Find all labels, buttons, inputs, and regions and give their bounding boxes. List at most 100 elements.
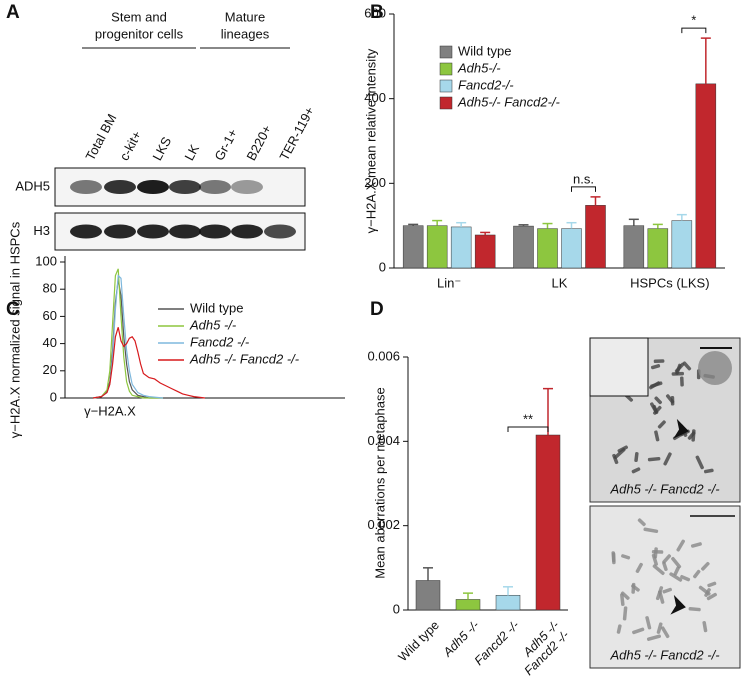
y-tick-label: 100 <box>35 253 57 268</box>
blot-band <box>199 224 231 239</box>
chromosome <box>657 420 666 429</box>
chromosome <box>650 364 661 370</box>
blot-band <box>137 224 169 239</box>
chromosome <box>613 448 626 460</box>
bar <box>647 228 669 269</box>
x-tick-label: HSPCs (LKS) <box>630 275 709 290</box>
group-header: progenitor cells <box>95 26 184 41</box>
chromosome <box>662 561 668 572</box>
error-bar <box>480 231 491 235</box>
error-bar <box>676 213 687 221</box>
inset <box>589 337 649 397</box>
legend-label: Adh5 -/- <box>189 317 237 332</box>
micrograph-caption: Adh5 -/- Fancd2 -/- <box>609 481 720 496</box>
bar <box>671 220 693 269</box>
chromosome <box>635 562 643 573</box>
chromosome <box>654 396 662 405</box>
chromosome <box>662 554 672 564</box>
blot-band <box>137 180 169 194</box>
lane-label: Gr-1+ <box>211 126 240 163</box>
blot-band <box>231 180 263 194</box>
lane-label: LK <box>181 142 202 163</box>
blot-band <box>169 180 201 194</box>
chromosome <box>675 363 682 375</box>
chromosome <box>653 405 662 415</box>
panel-label: D <box>370 299 384 320</box>
y-tick-label: 60 <box>43 308 57 323</box>
chromosome <box>656 622 663 634</box>
panel-label: C <box>6 299 20 320</box>
bar <box>561 228 582 269</box>
blot-band <box>199 180 231 194</box>
bar <box>535 434 561 611</box>
lane-label: TER-119+ <box>276 104 317 163</box>
significance-bracket <box>507 426 549 433</box>
blot-band <box>264 224 296 239</box>
chromosome <box>647 456 661 462</box>
chromosome <box>702 621 708 633</box>
bar <box>415 580 441 611</box>
chromosome <box>676 539 685 552</box>
significance-label: ** <box>523 411 533 426</box>
chromosome <box>691 429 696 442</box>
chromosome <box>652 564 665 576</box>
bar <box>402 225 424 269</box>
bar <box>585 205 606 269</box>
bar <box>426 225 448 269</box>
legend-label: Wild type <box>190 300 243 315</box>
lane-label: LKS <box>149 134 174 163</box>
chromosome <box>620 593 625 606</box>
chromosome <box>671 556 682 569</box>
nucleus <box>698 351 732 385</box>
error-bar <box>700 37 711 84</box>
chromosome <box>655 586 664 601</box>
y-tick-label: 400 <box>364 90 386 105</box>
bar <box>450 226 472 269</box>
chromosome <box>653 547 658 559</box>
error-bar <box>408 223 419 226</box>
row-label: H3 <box>33 223 50 238</box>
legend-swatch <box>439 79 453 93</box>
lane-label: B220+ <box>243 122 274 163</box>
group-header: Mature <box>225 9 265 24</box>
chromosome <box>650 381 663 388</box>
series-line <box>92 274 164 399</box>
group-header: lineages <box>221 26 270 41</box>
chromosome <box>690 542 702 548</box>
blot-band <box>231 224 263 239</box>
legend-label: Fancd2 -/- <box>190 334 250 349</box>
chromosome <box>616 624 622 634</box>
chromosome <box>707 581 717 588</box>
significance-label: n.s. <box>573 171 594 186</box>
bar <box>495 594 521 611</box>
y-tick-label: 0.006 <box>367 348 400 363</box>
chromosome <box>620 591 630 600</box>
caption-bg <box>592 646 738 666</box>
error-bar <box>652 223 663 229</box>
error-bar <box>628 218 639 226</box>
arrowhead <box>670 594 686 615</box>
lane-label: c-kit+ <box>116 128 144 163</box>
legend-swatch <box>439 96 453 110</box>
y-axis-title: γ−H2A.X mean relative intensity <box>363 48 378 233</box>
error-bar <box>542 222 553 229</box>
bar <box>623 225 645 269</box>
chromosome <box>643 527 659 534</box>
chromosome <box>662 587 672 594</box>
chromosome <box>703 468 714 474</box>
chromosome <box>631 467 641 474</box>
chromosome <box>651 553 658 566</box>
legend-label: Adh5-/- Fancd2-/- <box>457 94 561 109</box>
blot-band <box>104 180 136 194</box>
chromosome <box>634 452 639 463</box>
x-tick-label: LK <box>552 275 568 290</box>
bar <box>455 599 481 611</box>
error-bar <box>590 196 601 206</box>
chromosome <box>663 452 672 466</box>
chromosome <box>701 561 710 571</box>
y-tick-label: 200 <box>364 175 386 190</box>
panel-label: B <box>370 2 384 23</box>
